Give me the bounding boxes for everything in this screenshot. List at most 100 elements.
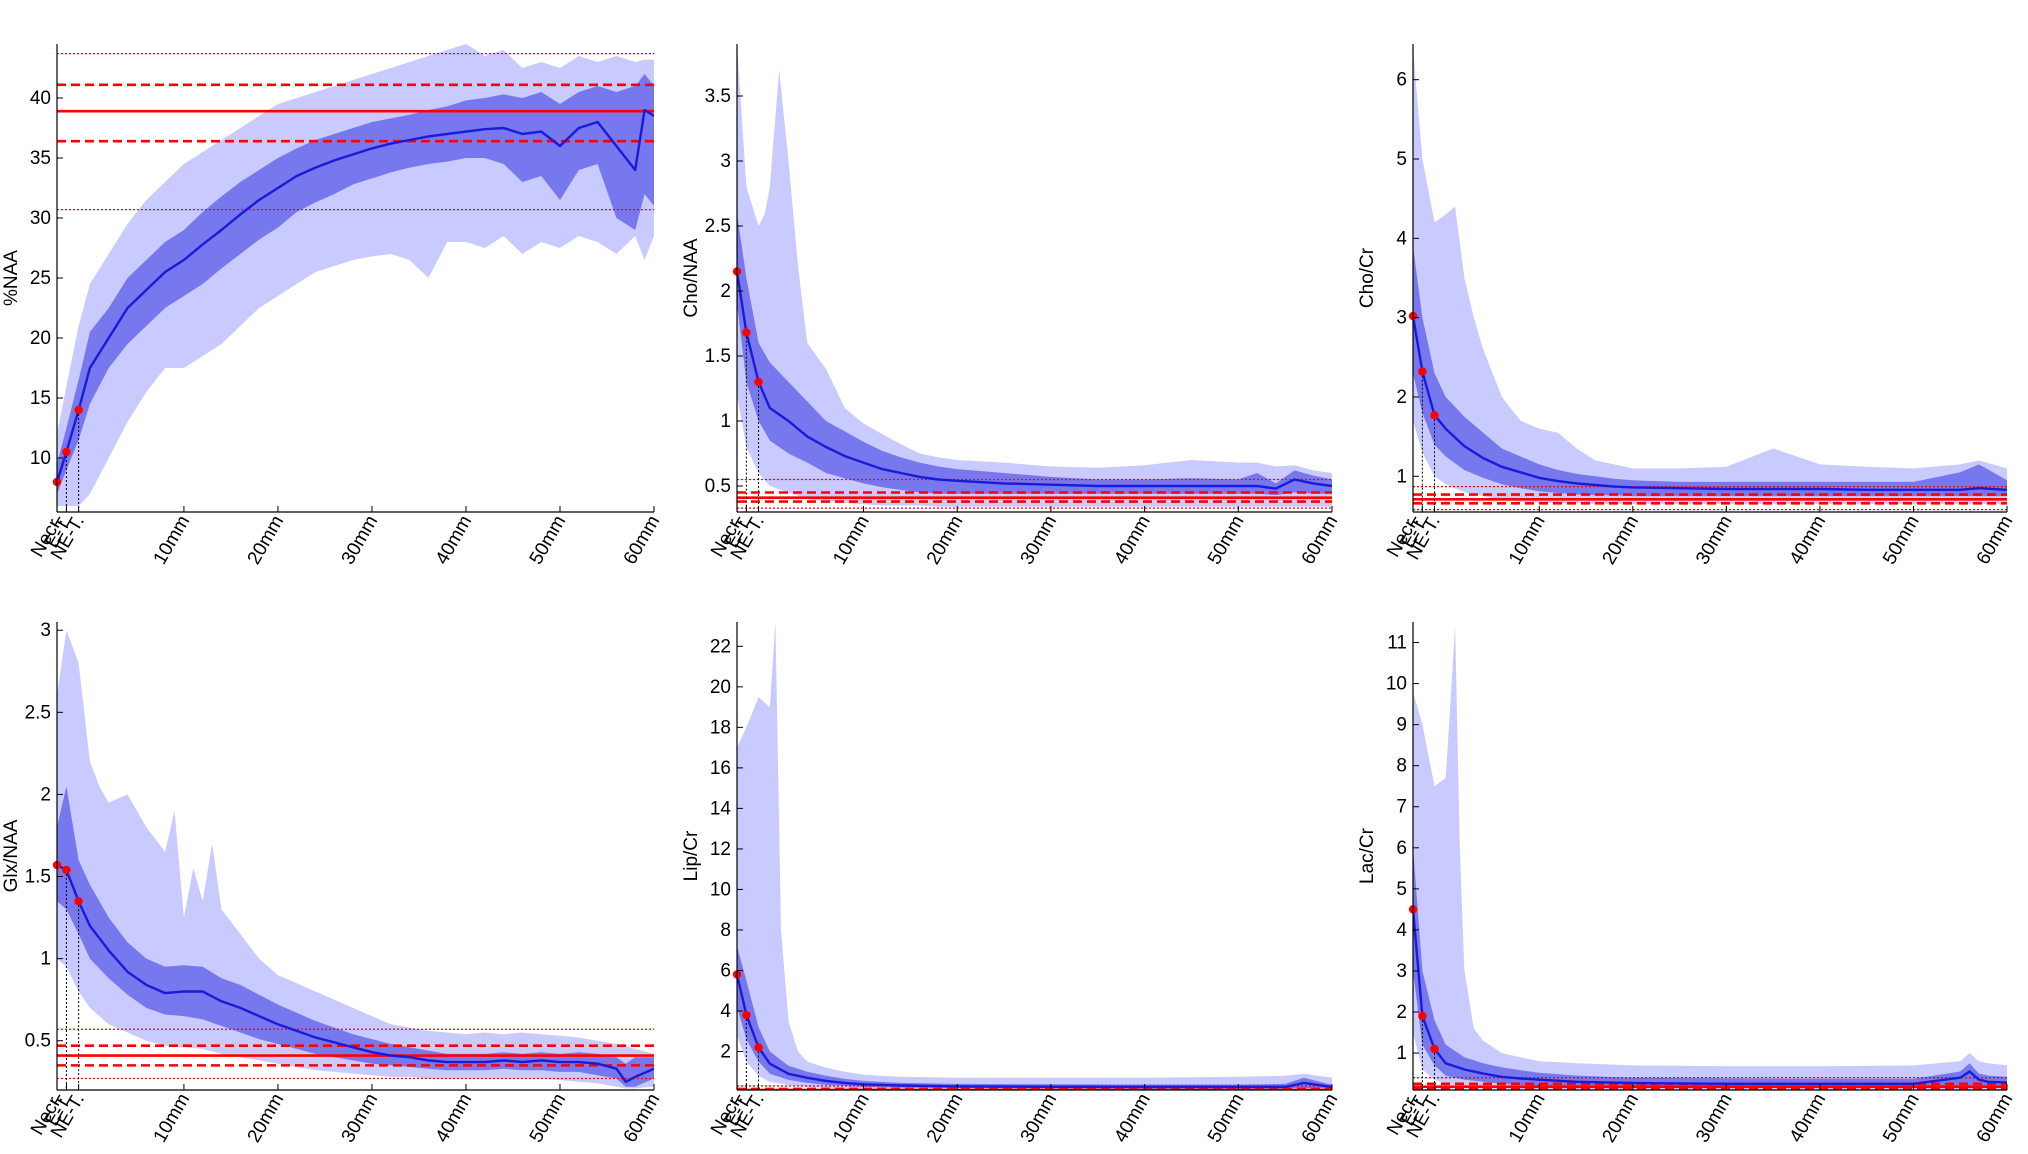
y-tick-label: 1 <box>1396 1043 1407 1064</box>
marker-et <box>1418 367 1427 376</box>
x-tick-label: 20mm <box>1599 1090 1644 1146</box>
x-tick-label: 20mm <box>244 1090 289 1146</box>
inner-percentile-band <box>1413 847 2007 1088</box>
outer-percentile-band <box>1413 48 2007 505</box>
marker-net <box>74 405 83 415</box>
y-axis-label: Glx/NAA <box>1 819 22 892</box>
y-tick-label: 12 <box>710 839 731 860</box>
x-tick-label: 50mm <box>1879 512 1924 568</box>
marker-net <box>754 377 763 387</box>
y-tick-label: 18 <box>710 717 731 738</box>
y-tick-label: 2.5 <box>705 216 731 237</box>
y-tick-label: 14 <box>710 798 732 819</box>
plot-area <box>737 622 1332 1090</box>
marker-net <box>754 1043 763 1052</box>
plot-area <box>57 630 654 1089</box>
x-tick-label: 10mm <box>829 1090 874 1146</box>
x-tick-label: 40mm <box>432 1090 477 1146</box>
x-tick-label: 60mm <box>620 1090 665 1146</box>
y-tick-label: 4 <box>720 1001 731 1022</box>
y-tick-label: 7 <box>1396 797 1407 818</box>
x-tick-label: 10mm <box>150 1090 195 1146</box>
x-tick-label: 40mm <box>1786 1090 1831 1146</box>
y-tick-label: 6 <box>720 960 731 981</box>
median-line <box>737 271 1332 490</box>
y-tick-label: 20 <box>710 677 731 698</box>
outer-percentile-band <box>737 622 1332 1090</box>
y-tick-label: 6 <box>1396 838 1407 859</box>
y-tick-label: 3 <box>1396 961 1407 982</box>
x-tick-label: 40mm <box>432 512 477 568</box>
y-tick-label: 3 <box>40 620 51 641</box>
y-tick-label: 4 <box>1396 228 1407 249</box>
y-tick-label: 1.5 <box>705 346 731 367</box>
x-tick-label: 20mm <box>244 512 289 568</box>
inner-percentile-band <box>737 946 1332 1089</box>
y-tick-label: 2 <box>40 784 51 805</box>
y-tick-label: 6 <box>1396 70 1407 91</box>
y-tick-label: 30 <box>30 208 51 229</box>
y-tick-label: 1.5 <box>25 867 51 888</box>
y-tick-label: 8 <box>1396 756 1407 777</box>
marker-et <box>1418 1011 1427 1021</box>
y-tick-label: 0.5 <box>25 1031 51 1052</box>
plot-area <box>1413 48 2007 511</box>
y-tick-label: 2 <box>1396 387 1407 408</box>
y-tick-label: 35 <box>30 148 51 169</box>
x-tick-label: 20mm <box>1599 512 1644 568</box>
y-axis-label: Lac/Cr <box>1357 827 1378 884</box>
x-tick-label: 50mm <box>1879 1090 1924 1146</box>
marker-net <box>1430 1044 1439 1054</box>
x-tick-label: 50mm <box>1204 1090 1249 1146</box>
x-tick-label: 30mm <box>1692 512 1737 568</box>
x-tick-label: 60mm <box>620 512 665 568</box>
y-tick-label: 2.5 <box>25 702 51 723</box>
y-tick-label: 9 <box>1396 715 1407 736</box>
x-tick-label: 60mm <box>1973 1090 2018 1146</box>
x-tick-label: 40mm <box>1786 512 1831 568</box>
marker-net <box>1430 411 1439 420</box>
y-tick-label: 2 <box>720 1042 731 1063</box>
y-tick-label: 0.5 <box>705 476 731 497</box>
y-tick-label: 3 <box>720 151 731 172</box>
x-tick-label: 60mm <box>1298 1090 1343 1146</box>
y-tick-label: 10 <box>1386 674 1407 695</box>
y-tick-label: 11 <box>1387 633 1407 654</box>
marker-et <box>62 865 71 875</box>
median-line <box>57 108 654 483</box>
x-tick-label: 40mm <box>1110 1090 1155 1146</box>
y-tick-label: 2 <box>1396 1002 1407 1023</box>
y-tick-label: 1 <box>1396 466 1407 487</box>
outer-percentile-band <box>737 44 1332 507</box>
x-tick-label: 60mm <box>1298 512 1343 568</box>
y-tick-label: 4 <box>1396 920 1407 941</box>
x-tick-label: 30mm <box>338 1090 383 1146</box>
y-tick-label: 20 <box>30 328 51 349</box>
y-tick-label: 2 <box>720 281 731 302</box>
inner-percentile-band <box>737 213 1332 496</box>
y-tick-label: 10 <box>710 879 731 900</box>
outer-percentile-band <box>1413 626 2007 1090</box>
median-line <box>1413 315 2007 491</box>
plot-area <box>57 44 654 506</box>
inner-percentile-band <box>57 74 654 494</box>
y-axis-label: Cho/Cr <box>1357 247 1378 308</box>
y-axis-label: %NAA <box>1 250 22 306</box>
median-line <box>1413 909 2007 1085</box>
x-tick-label: 50mm <box>1204 512 1249 568</box>
x-tick-label: 60mm <box>1973 512 2018 568</box>
x-tick-label: 10mm <box>1505 1090 1550 1146</box>
x-tick-label: 40mm <box>1110 512 1155 568</box>
marker-et <box>62 447 71 457</box>
x-tick-label: 10mm <box>829 512 874 568</box>
y-tick-label: 16 <box>710 758 731 779</box>
y-tick-label: 22 <box>710 636 731 657</box>
y-tick-label: 5 <box>1396 149 1407 170</box>
x-tick-label: 30mm <box>1017 512 1062 568</box>
y-tick-label: 3 <box>1396 308 1407 329</box>
y-tick-label: 15 <box>30 388 51 409</box>
y-tick-label: 1 <box>40 949 51 970</box>
